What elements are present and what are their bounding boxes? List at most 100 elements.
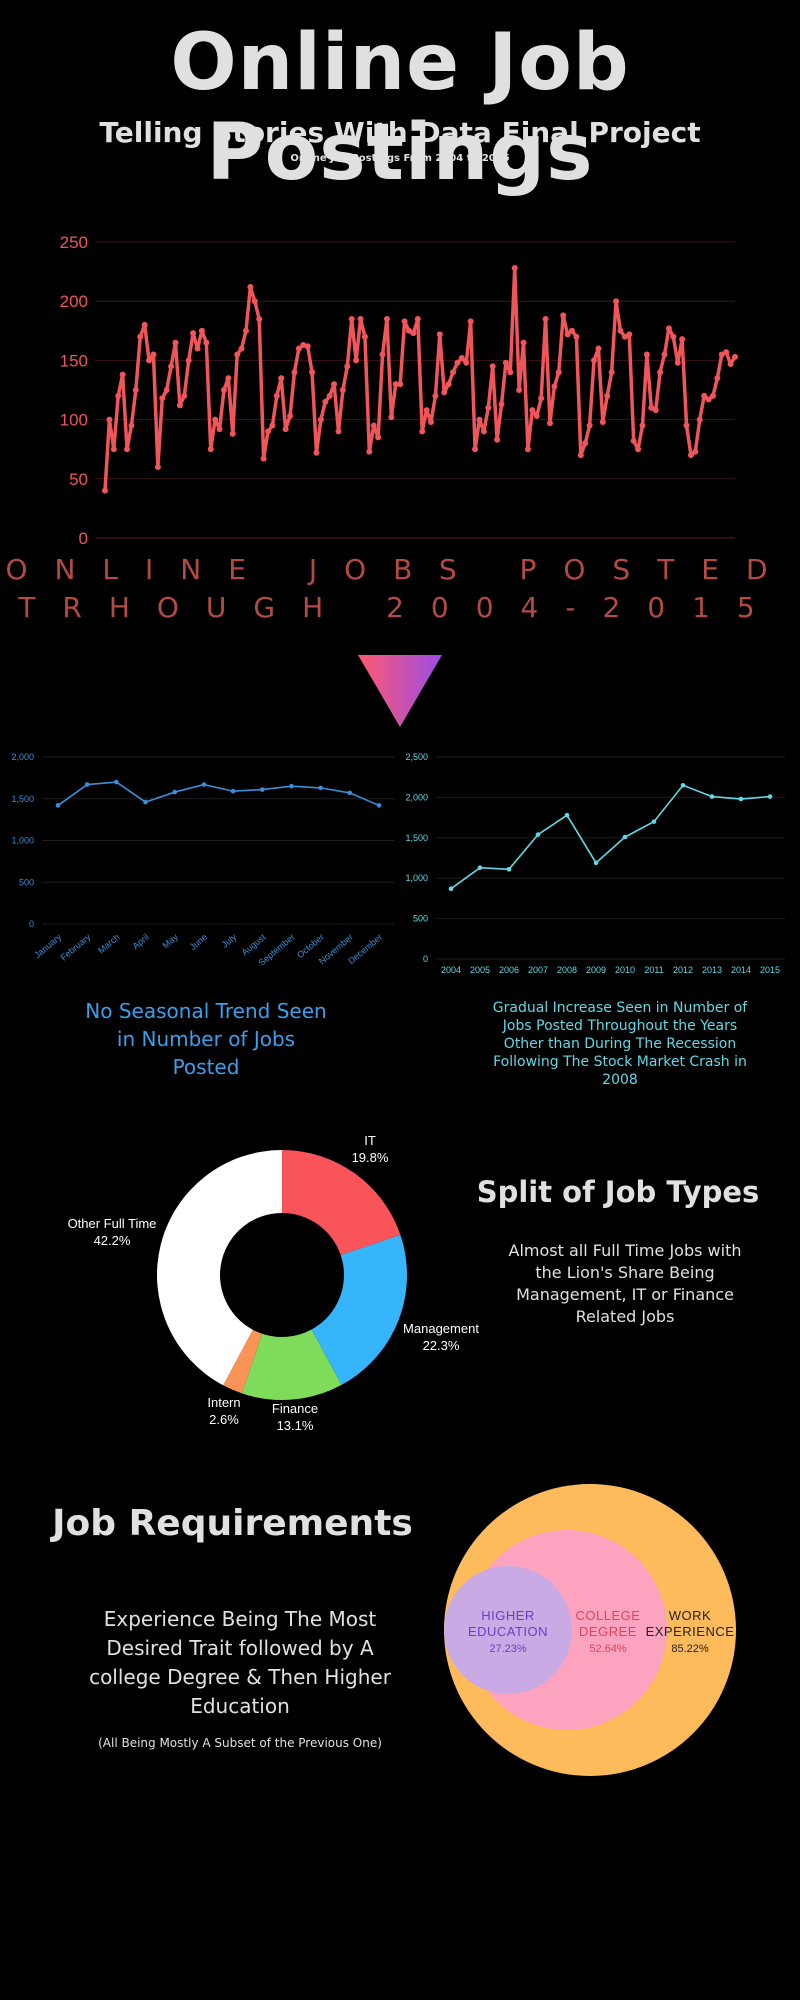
- data-point: [507, 369, 514, 376]
- data-point: [551, 383, 558, 390]
- page-caption: Online Job Postings From 2004 to 2015: [290, 153, 510, 164]
- donut-slice: [282, 1150, 401, 1256]
- data-point: [229, 430, 236, 437]
- x-tick-label: 2008: [557, 965, 577, 975]
- data-point: [679, 336, 686, 343]
- x-tick-label: 2005: [470, 965, 490, 975]
- data-point: [278, 375, 285, 382]
- data-point: [110, 446, 117, 453]
- big-chart-title-line-1: ONLINE JOBS POSTED: [5, 553, 795, 586]
- data-point: [132, 387, 139, 393]
- data-point: [599, 418, 606, 425]
- data-point: [696, 416, 703, 423]
- job-types-heading: Split of Job Types: [476, 1175, 760, 1209]
- x-tick-label: 2012: [673, 965, 693, 975]
- data-point: [480, 428, 487, 435]
- data-point: [709, 794, 715, 799]
- y-tick-label: 2,500: [405, 752, 428, 762]
- yearly-note: Gradual Increase Seen in Number of Jobs …: [480, 999, 760, 1089]
- data-point: [591, 357, 598, 364]
- data-point: [260, 455, 267, 462]
- y-tick-label: 250: [60, 233, 88, 252]
- data-point: [458, 355, 465, 362]
- y-tick-label: 500: [413, 914, 428, 924]
- data-point: [225, 375, 232, 382]
- job-types-text-line: Related Jobs: [575, 1307, 675, 1326]
- data-point: [141, 321, 148, 328]
- data-point: [251, 298, 258, 305]
- data-point: [555, 369, 562, 376]
- data-point: [652, 407, 659, 414]
- data-point: [593, 860, 599, 866]
- data-point: [622, 834, 628, 840]
- data-point: [376, 803, 382, 808]
- slice-percent: 2.6%: [209, 1412, 239, 1427]
- data-point: [651, 819, 657, 824]
- slice-label: IT: [364, 1133, 376, 1148]
- requirements-text-line: college Degree & Then Higher: [89, 1665, 391, 1689]
- yearly-note-line: 2008: [602, 1072, 638, 1088]
- seasonal-note-line: in Number of Jobs: [116, 1027, 296, 1051]
- x-tick-label: 2013: [702, 965, 722, 975]
- data-point: [630, 437, 637, 444]
- series-line: [450, 784, 771, 890]
- donut-slice: [223, 1329, 263, 1394]
- data-point: [441, 389, 448, 396]
- yearly-note-line: Gradual Increase Seen in Number of: [492, 1000, 748, 1016]
- circle-percent: 52.64%: [589, 1643, 627, 1655]
- slice-label: Other Full Time: [68, 1216, 157, 1231]
- data-point: [617, 327, 624, 334]
- data-point: [613, 298, 620, 305]
- data-point: [242, 327, 249, 334]
- data-point: [586, 422, 593, 429]
- data-point: [687, 452, 694, 459]
- y-tick-label: 0: [79, 529, 88, 548]
- data-point: [727, 360, 734, 367]
- slice-percent: 42.2%: [94, 1233, 131, 1248]
- requirements-text-line: Experience Being The Most: [103, 1607, 377, 1631]
- data-point: [181, 392, 188, 399]
- data-point: [520, 339, 527, 346]
- circle-label: HIGHER: [481, 1608, 535, 1623]
- donut-slice: [156, 1150, 282, 1386]
- data-point: [494, 436, 501, 443]
- data-point: [154, 463, 161, 470]
- data-point: [234, 351, 241, 358]
- data-point: [732, 353, 738, 360]
- data-point: [194, 345, 201, 352]
- data-point: [84, 782, 90, 787]
- slice-label: Finance: [272, 1401, 318, 1416]
- data-point: [705, 396, 712, 403]
- down-arrow-triangle-icon: [358, 655, 442, 727]
- y-tick-label: 1,000: [11, 836, 34, 846]
- circle-label: EDUCATION: [468, 1624, 548, 1639]
- x-tick-label: 2010: [615, 965, 635, 975]
- x-tick-label: 2011: [644, 965, 663, 975]
- x-tick-label: 2007: [528, 965, 548, 975]
- data-point: [485, 404, 492, 411]
- circle-label: WORK: [669, 1608, 711, 1623]
- data-point: [317, 416, 324, 423]
- data-point: [436, 331, 443, 338]
- data-point: [114, 779, 119, 785]
- data-point: [357, 315, 364, 322]
- y-tick-label: 200: [60, 292, 88, 311]
- slice-percent: 22.3%: [423, 1338, 460, 1353]
- data-point: [564, 812, 570, 818]
- yearly-line-chart: 0 500 1,000 1,500 2,000 2,500 2004 2005 2006 2007…: [405, 752, 785, 975]
- data-point: [670, 333, 677, 340]
- data-point: [313, 449, 320, 456]
- data-point: [370, 422, 377, 429]
- data-point: [714, 375, 721, 382]
- data-point: [568, 327, 575, 334]
- data-point: [405, 327, 412, 334]
- data-point: [201, 782, 207, 787]
- x-tick-label: 2006: [499, 965, 519, 975]
- data-point: [657, 369, 664, 376]
- data-point: [738, 796, 744, 802]
- data-point: [463, 359, 470, 366]
- data-point: [428, 418, 435, 425]
- job-types-donut-chart: IT 19.8% Management 22.3% Finance 13.1% Intern…: [68, 1133, 480, 1433]
- data-point: [289, 783, 294, 789]
